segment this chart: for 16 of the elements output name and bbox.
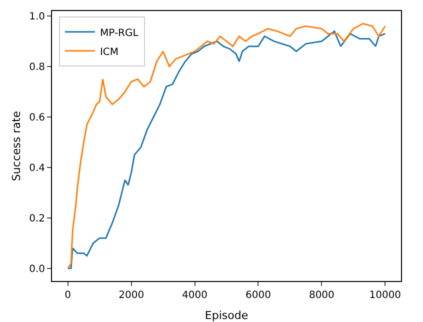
y-tick-label: 0.2 [29,213,45,224]
y-tick-label: 0.4 [29,162,45,174]
x-axis-title: Episode [204,309,248,322]
x-tick-label: 0 [64,290,72,301]
y-tick-label: 1.0 [29,12,45,23]
legend-label: MP-RGL [100,28,139,39]
y-axis-title: Success rate [10,110,23,182]
y-tick-label: 0.8 [29,62,45,74]
y-tick-label: 0.0 [29,264,45,275]
x-tick-label: 4000 [182,290,208,301]
x-tick-label: 6000 [246,290,271,301]
x-tick-label: 10000 [369,290,402,301]
legend-label: ICM [100,46,119,58]
y-tick-label: 0.6 [29,112,45,124]
x-tick-label: 8000 [308,290,334,301]
x-tick-label: 2000 [118,290,144,301]
